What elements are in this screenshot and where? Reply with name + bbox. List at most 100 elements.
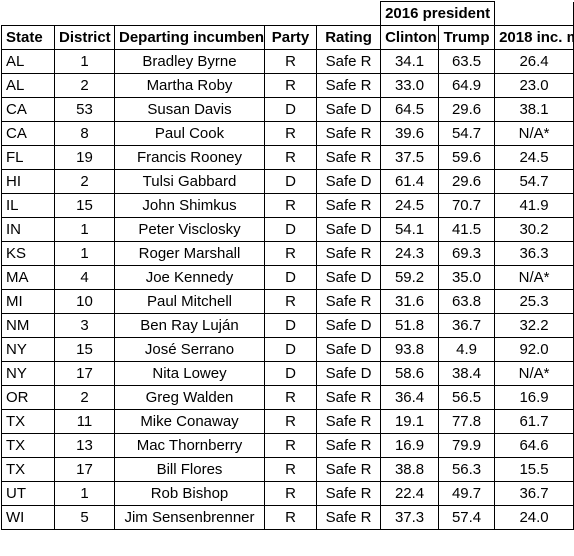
cell-clinton: 61.4 — [380, 169, 440, 194]
table-row: TX 17 Bill Flores R Safe R 38.8 56.3 15.5 — [1, 457, 574, 482]
cell-district: 5 — [54, 505, 115, 530]
cell-clinton: 54.1 — [380, 217, 440, 242]
cell-incumbent: José Serrano — [114, 337, 265, 362]
cell-party: R — [264, 193, 317, 218]
cell-clinton: 36.4 — [380, 385, 440, 410]
cell-margin: 92.0 — [494, 337, 574, 362]
col-header-clinton: Clinton — [380, 25, 440, 50]
cell-party: R — [264, 505, 317, 530]
cell-state: WI — [1, 505, 55, 530]
cell-margin: 64.6 — [494, 433, 574, 458]
cell-party: D — [264, 313, 317, 338]
cell-district: 17 — [54, 361, 115, 386]
cell-party: D — [264, 361, 317, 386]
cell-trump: 38.4 — [438, 361, 496, 386]
cell-district: 13 — [54, 433, 115, 458]
cell-party: R — [264, 481, 317, 506]
cell-district: 4 — [54, 265, 115, 290]
col-header-state: State — [1, 25, 55, 50]
cell-district: 1 — [54, 481, 115, 506]
cell-state: AL — [1, 73, 55, 98]
col-header-party: Party — [264, 25, 317, 50]
cell-trump: 36.7 — [438, 313, 496, 338]
cell-state: MA — [1, 265, 55, 290]
cell-district: 17 — [54, 457, 115, 482]
table-row: NY 17 Nita Lowey D Safe D 58.6 38.4 N/A* — [1, 361, 574, 386]
cell-state: IL — [1, 193, 55, 218]
cell-clinton: 31.6 — [380, 289, 440, 314]
cell-party: R — [264, 49, 317, 74]
cell-trump: 64.9 — [438, 73, 496, 98]
cell-rating: Safe R — [315, 481, 382, 506]
cell-party: R — [264, 145, 317, 170]
table-row: WI 5 Jim Sensenbrenner R Safe R 37.3 57.4 24.0 — [1, 505, 574, 530]
cell-rating: Safe D — [315, 97, 382, 122]
cell-district: 2 — [54, 385, 115, 410]
cell-clinton: 93.8 — [380, 337, 440, 362]
cell-rating: Safe R — [315, 121, 382, 146]
cell-clinton: 51.8 — [380, 313, 440, 338]
cell-party: D — [264, 217, 317, 242]
cell-incumbent: Roger Marshall — [114, 241, 265, 266]
cell-incumbent: Rob Bishop — [114, 481, 265, 506]
cell-trump: 4.9 — [438, 337, 496, 362]
cell-trump: 56.3 — [438, 457, 496, 482]
cell-party: R — [264, 73, 317, 98]
cell-district: 10 — [54, 289, 115, 314]
cell-incumbent: Greg Walden — [114, 385, 265, 410]
cell-rating: Safe D — [315, 361, 382, 386]
cell-state: CA — [1, 97, 55, 122]
cell-district: 8 — [54, 121, 115, 146]
cell-clinton: 37.5 — [380, 145, 440, 170]
cell-district: 11 — [54, 409, 115, 434]
cell-margin: 24.0 — [494, 505, 574, 530]
cell-clinton: 22.4 — [380, 481, 440, 506]
group-header-2016-president: 2016 president — [380, 1, 496, 26]
cell-clinton: 16.9 — [380, 433, 440, 458]
cell-party: D — [264, 97, 317, 122]
group-header-spacer-right — [494, 1, 574, 26]
col-header-margin: 2018 inc. margin — [494, 25, 574, 50]
cell-margin: 61.7 — [494, 409, 574, 434]
cell-party: R — [264, 385, 317, 410]
cell-trump: 56.5 — [438, 385, 496, 410]
cell-trump: 29.6 — [438, 169, 496, 194]
cell-district: 2 — [54, 73, 115, 98]
table-row: NM 3 Ben Ray Luján D Safe D 51.8 36.7 32.2 — [1, 313, 574, 338]
cell-rating: Safe R — [315, 145, 382, 170]
cell-party: R — [264, 121, 317, 146]
cell-party: R — [264, 409, 317, 434]
table-row: NY 15 José Serrano D Safe D 93.8 4.9 92.0 — [1, 337, 574, 362]
cell-margin: N/A* — [494, 361, 574, 386]
group-header-row: 2016 president — [1, 1, 574, 26]
cell-incumbent: Ben Ray Luján — [114, 313, 265, 338]
cell-district: 1 — [54, 241, 115, 266]
cell-district: 3 — [54, 313, 115, 338]
cell-state: KS — [1, 241, 55, 266]
col-header-rating: Rating — [315, 25, 382, 50]
cell-trump: 41.5 — [438, 217, 496, 242]
cell-rating: Safe R — [315, 457, 382, 482]
cell-rating: Safe R — [315, 73, 382, 98]
cell-rating: Safe R — [315, 241, 382, 266]
cell-party: D — [264, 265, 317, 290]
cell-incumbent: Mac Thornberry — [114, 433, 265, 458]
cell-incumbent: Mike Conaway — [114, 409, 265, 434]
cell-party: R — [264, 289, 317, 314]
cell-clinton: 59.2 — [380, 265, 440, 290]
cell-incumbent: Bradley Byrne — [114, 49, 265, 74]
cell-district: 1 — [54, 217, 115, 242]
cell-incumbent: Francis Rooney — [114, 145, 265, 170]
cell-clinton: 58.6 — [380, 361, 440, 386]
cell-incumbent: Joe Kennedy — [114, 265, 265, 290]
cell-trump: 63.8 — [438, 289, 496, 314]
cell-margin: 23.0 — [494, 73, 574, 98]
cell-state: OR — [1, 385, 55, 410]
cell-trump: 77.8 — [438, 409, 496, 434]
group-header-spacer — [1, 1, 382, 26]
cell-margin: 32.2 — [494, 313, 574, 338]
cell-clinton: 24.3 — [380, 241, 440, 266]
cell-trump: 69.3 — [438, 241, 496, 266]
table-row: OR 2 Greg Walden R Safe R 36.4 56.5 16.9 — [1, 385, 574, 410]
cell-margin: 16.9 — [494, 385, 574, 410]
